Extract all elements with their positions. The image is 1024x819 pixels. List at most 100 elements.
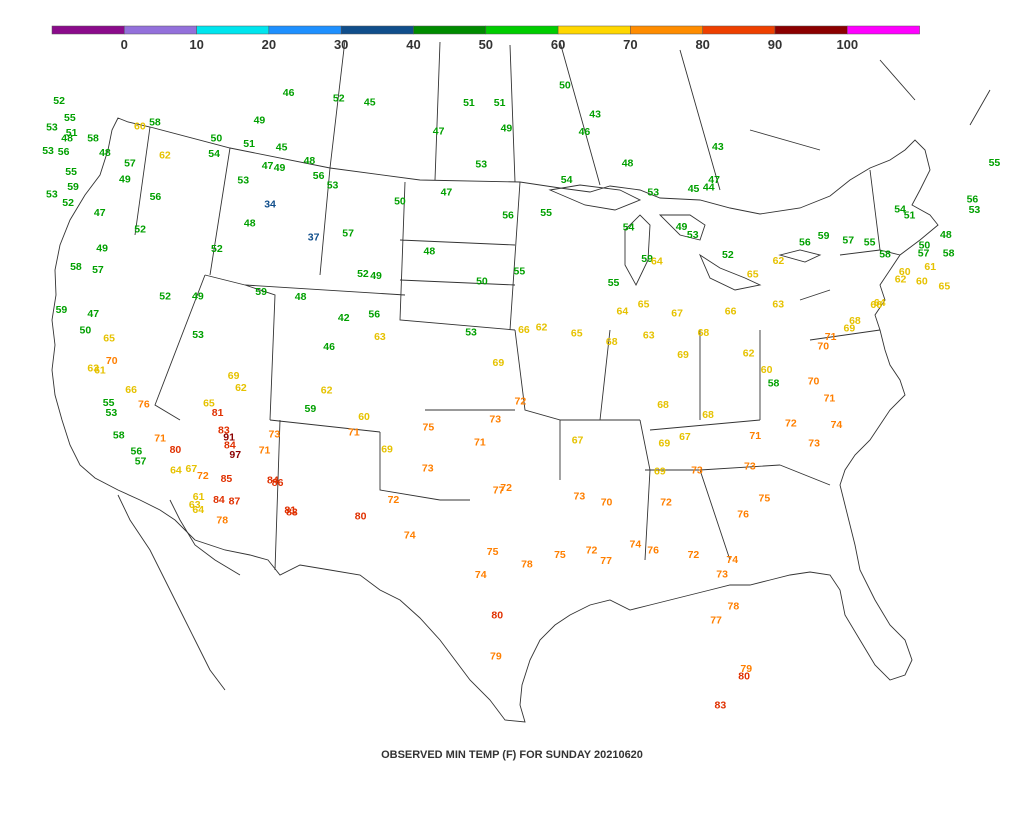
temperature-observation: 75: [759, 492, 771, 504]
temperature-observation: 47: [262, 160, 274, 172]
temperature-observation: 68: [698, 327, 710, 339]
temperature-observation: 51: [66, 127, 78, 139]
temperature-observation: 65: [571, 327, 583, 339]
temperature-observation: 77: [710, 614, 722, 626]
temperature-observation: 47: [94, 207, 106, 219]
temperature-observation: 49: [254, 114, 266, 126]
temperature-observation: 48: [244, 217, 256, 229]
temperature-observation: 50: [476, 276, 488, 288]
temperature-observation: 48: [295, 291, 307, 303]
temperature-observation: 66: [518, 324, 530, 336]
temperature-observation: 48: [304, 155, 316, 167]
legend-color-box: [485, 25, 559, 35]
temperature-observation: 66: [125, 384, 137, 396]
temperature-observation: 53: [237, 174, 249, 186]
legend-tick-label: 40: [406, 37, 420, 52]
temperature-observation: 67: [186, 463, 198, 475]
temperature-observation: 63: [189, 499, 201, 511]
temperature-observation: 69: [228, 370, 240, 382]
temperature-observation: 71: [825, 331, 837, 343]
color-legend: 0 10 20 30 40 50 60 70 80 90 100: [51, 25, 920, 52]
temperature-observation: 78: [728, 600, 740, 612]
temperature-observation: 85: [221, 473, 233, 485]
temperature-observation: 64: [192, 504, 204, 516]
temperature-observation: 55: [103, 397, 115, 409]
temperature-observation: 84: [224, 439, 236, 451]
temperature-observation: 48: [99, 147, 111, 159]
temperature-observation: 53: [687, 229, 699, 241]
legend-color-box: [847, 25, 920, 35]
temperature-observation: 56: [58, 146, 70, 158]
temperature-observation: 52: [53, 95, 65, 107]
temperature-observation: 66: [725, 306, 737, 318]
temperature-observation: 49: [192, 291, 204, 303]
canada-lines: [329, 39, 991, 191]
temperature-observation: 55: [540, 207, 552, 219]
temperature-observation: 45: [688, 183, 700, 195]
legend-color-box: [124, 25, 197, 35]
temperature-observation: 50: [211, 133, 223, 145]
temperature-observation: 47: [433, 126, 445, 138]
temperature-observation: 53: [46, 121, 58, 133]
legend-color-box: [774, 25, 848, 35]
temperature-observation: 81: [212, 407, 224, 419]
temperature-observation: 51: [904, 210, 916, 222]
map-caption: OBSERVED MIN TEMP (F) FOR SUNDAY 2021062…: [381, 749, 643, 761]
us-coastline-outline: [51, 117, 939, 723]
temperature-observation: 51: [243, 138, 255, 150]
legend-color-box: [702, 25, 776, 35]
temperature-observation: 74: [831, 419, 843, 431]
temperature-observation: 73: [808, 437, 820, 449]
temperature-observation: 83: [715, 699, 727, 711]
temperature-observation: 66: [870, 299, 882, 311]
temperature-observation: 54: [561, 174, 573, 186]
temperature-observation: 58: [149, 117, 161, 129]
temperature-observation: 50: [559, 80, 571, 92]
temperature-observation: 73: [269, 429, 281, 441]
legend-color-box: [413, 25, 487, 35]
temperature-observation: 49: [501, 123, 513, 135]
temperature-observation: 47: [87, 308, 99, 320]
temperature-observation: 61: [94, 364, 106, 376]
temperature-observation: 64: [874, 297, 886, 309]
temperature-observation: 70: [106, 355, 118, 367]
temperature-observation: 84: [267, 475, 279, 487]
temperature-observation: 58: [879, 249, 891, 261]
temperature-observation: 55: [864, 237, 876, 249]
temperature-observation: 57: [92, 264, 104, 276]
temperature-observation: 68: [702, 409, 714, 421]
temperature-observation: 72: [586, 545, 598, 557]
temperature-observation: 69: [493, 357, 505, 369]
temperature-observation: 45: [364, 97, 376, 109]
temperature-observation: 43: [712, 141, 724, 153]
temperature-observation: 69: [381, 443, 393, 455]
temperature-observation: 43: [589, 108, 601, 120]
temperature-observation: 53: [192, 329, 204, 341]
temperature-observation: 60: [761, 364, 773, 376]
temperature-observation: 70: [601, 497, 613, 509]
temperature-observation: 56: [799, 236, 811, 248]
temperature-observation: 53: [46, 189, 58, 201]
temperature-observation: 53: [106, 407, 118, 419]
temperature-observation: 51: [463, 97, 475, 109]
temperature-observation: 59: [56, 304, 68, 316]
temperature-observation: 71: [259, 445, 271, 457]
temperature-observation: 57: [842, 235, 854, 247]
temperature-observation: 34: [264, 198, 276, 210]
temperature-observation: 65: [747, 268, 759, 280]
legend-tick-label: 10: [189, 37, 203, 52]
temperature-observation: 61: [924, 261, 936, 273]
temperature-observation: 59: [255, 286, 267, 298]
temperature-observation: 75: [487, 546, 499, 558]
temperature-observation: 70: [808, 376, 820, 388]
temperature-observation: 60: [358, 411, 370, 423]
legend-color-box: [196, 25, 270, 35]
temperature-observation: 54: [623, 222, 635, 234]
temperature-observation: 73: [744, 461, 756, 473]
temperature-observation: 58: [768, 378, 780, 390]
temperature-observation: 67: [572, 435, 584, 447]
legend-tick-label: 80: [695, 37, 709, 52]
temperature-observation: 52: [159, 291, 171, 303]
temperature-observation: 73: [691, 465, 703, 477]
